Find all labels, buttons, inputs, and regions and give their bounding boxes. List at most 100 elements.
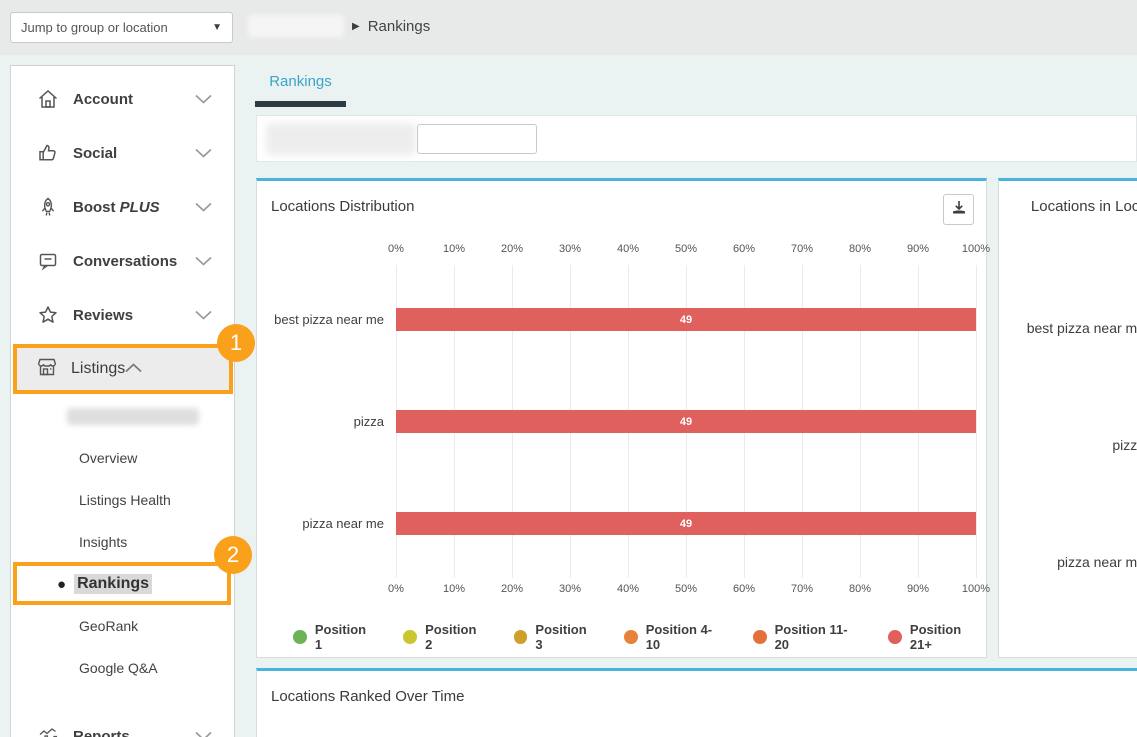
category-label: best pizza near me [1026, 320, 1137, 336]
plus-suffix: PLUS [119, 198, 160, 216]
sidebar-subitem-listings-health[interactable]: Listings Health [79, 492, 171, 508]
sidebar-item-label: Reviews [73, 306, 134, 324]
legend-label: Position 2 [425, 622, 477, 652]
sidebar-subitem-redacted[interactable] [11, 395, 234, 437]
bar-value-label: 49 [679, 313, 693, 326]
redacted-subitem-label [67, 407, 199, 425]
legend-item[interactable]: Position 3 [513, 622, 597, 652]
tab-label: Rankings [269, 73, 332, 90]
tab-rankings[interactable]: Rankings [255, 73, 346, 91]
axis-tick-label: 60% [732, 243, 756, 255]
filter-toolbar [256, 115, 1137, 162]
sidebar-item-social[interactable]: Social [11, 126, 234, 180]
category-label: best pizza near me [274, 312, 384, 327]
annotation-badge-1: 1 [217, 324, 255, 362]
category-label: pizza near me [302, 516, 384, 531]
sidebar-subitem-georank[interactable]: GeoRank [79, 618, 139, 634]
sidebar: Account Social [10, 65, 255, 737]
bar-segment-position-21plus[interactable]: 49 [396, 512, 976, 535]
axis-tick-label: 70% [790, 583, 814, 595]
sidebar-item-account[interactable]: Account [11, 72, 234, 126]
thumbs-up-icon [35, 140, 61, 166]
bar-segment-position-21plus[interactable]: 49 [396, 308, 976, 331]
legend-item[interactable]: Position 21+ [888, 622, 986, 652]
legend-label: Position 1 [314, 622, 367, 652]
legend-label: Position 21+ [909, 622, 962, 652]
axis-tick-label: 80% [848, 583, 872, 595]
chevron-up-icon [125, 360, 142, 378]
card-title: Locations Distribution [271, 198, 415, 215]
axis-tick-label: 20% [500, 583, 524, 595]
sidebar-subitem-rankings[interactable]: ● Rankings [11, 563, 234, 605]
sidebar-subitem-insights[interactable]: Insights [79, 534, 128, 550]
sidebar-subitem-label: Rankings [74, 574, 153, 594]
legend-label: Position 3 [535, 622, 587, 652]
breadcrumb-current: Rankings [367, 17, 431, 35]
legend-item[interactable]: Position 1 [293, 622, 376, 652]
axis-tick-label: 10% [442, 583, 466, 595]
axis-tick-label: 100% [961, 243, 991, 255]
annotation-badge-2: 2 [214, 536, 252, 574]
jump-to-group-select[interactable]: Jump to group or location ▼ [10, 12, 233, 43]
axis-tick-label: 100% [961, 583, 991, 595]
sidebar-item-label: Reports [73, 727, 130, 737]
sidebar-item-listings[interactable]: Listings [11, 344, 234, 394]
legend-label: Position 4-10 [645, 622, 713, 652]
axis-tick-label: 50% [674, 243, 698, 255]
chevron-down-icon [195, 94, 212, 104]
sidebar-item-boost-plus[interactable]: Boost PLUS [11, 180, 234, 234]
gridline [976, 265, 977, 578]
sidebar-item-conversations[interactable]: Conversations [11, 234, 234, 288]
legend-dot-icon [888, 630, 902, 644]
star-icon [35, 302, 61, 328]
axis-tick-label: 40% [616, 583, 640, 595]
legend-dot-icon [513, 630, 528, 644]
bar-value-label: 49 [679, 517, 693, 530]
axis-tick-label: 30% [558, 243, 582, 255]
redacted-filter-control[interactable] [266, 123, 416, 155]
breadcrumb-arrow-icon: ▶ [352, 20, 360, 32]
sidebar-subitem-google-qa[interactable]: Google Q&A [79, 660, 158, 676]
sidebar-item-label: Account [73, 90, 133, 108]
card-title: Locations Ranked Over Time [271, 688, 465, 705]
axis-tick-label: 10% [442, 243, 466, 255]
axis-tick-label: 50% [674, 583, 698, 595]
locations-in-local-card: Locations in Local best pizza near me pi… [998, 178, 1137, 658]
chevron-down-icon [195, 310, 212, 320]
category-label: pizza near me [1057, 554, 1137, 570]
bar-segment-position-21plus[interactable]: 49 [396, 410, 976, 433]
legend-item[interactable]: Position 11-20 [752, 622, 861, 652]
storefront-icon [35, 355, 59, 384]
legend-dot-icon [623, 630, 638, 644]
sidebar-item-label: Listings [71, 360, 126, 377]
active-bullet-icon: ● [57, 575, 67, 593]
legend-dot-icon [293, 630, 307, 644]
axis-tick-label: 90% [906, 583, 930, 595]
sidebar-item-reviews[interactable]: Reviews [11, 288, 234, 342]
sidebar-item-listings-highlighted: 1 Listings [11, 324, 255, 394]
sidebar-item-label: Conversations [73, 252, 178, 270]
chart-legend: Position 1 Position 2 Position 3 Position 4… [293, 622, 986, 652]
redacted-location-name [248, 15, 344, 37]
axis-tick-label: 0% [388, 583, 404, 595]
main-content: Rankings Locations Distribution 0% 10% 20%… [248, 55, 1137, 737]
annotation-box-1 [13, 344, 233, 394]
breadcrumb: ▶ Rankings [248, 15, 430, 37]
legend-item[interactable]: Position 2 [403, 622, 486, 652]
bar-value-label: 49 [679, 415, 693, 428]
top-bar: Jump to group or location ▼ ▶ Rankings [0, 0, 1137, 55]
filter-input[interactable] [417, 124, 537, 154]
sidebar-subitem-rankings-highlighted: 2 ● Rankings [11, 536, 252, 605]
axis-tick-label: 0% [388, 243, 404, 255]
home-icon [35, 86, 61, 112]
locations-ranked-over-time-card: Locations Ranked Over Time [256, 668, 1137, 737]
sidebar-item-label: Boost PLUS [73, 198, 160, 216]
legend-item[interactable]: Position 4-10 [623, 622, 726, 652]
axis-tick-label: 20% [500, 243, 524, 255]
axis-tick-label: 70% [790, 243, 814, 255]
category-label: pizza [353, 414, 384, 429]
sidebar-subitem-overview[interactable]: Overview [79, 450, 138, 466]
card-title: Locations in Local [1030, 198, 1137, 215]
sidebar-item-reports[interactable]: Reports [11, 709, 234, 737]
download-button[interactable] [943, 194, 974, 225]
